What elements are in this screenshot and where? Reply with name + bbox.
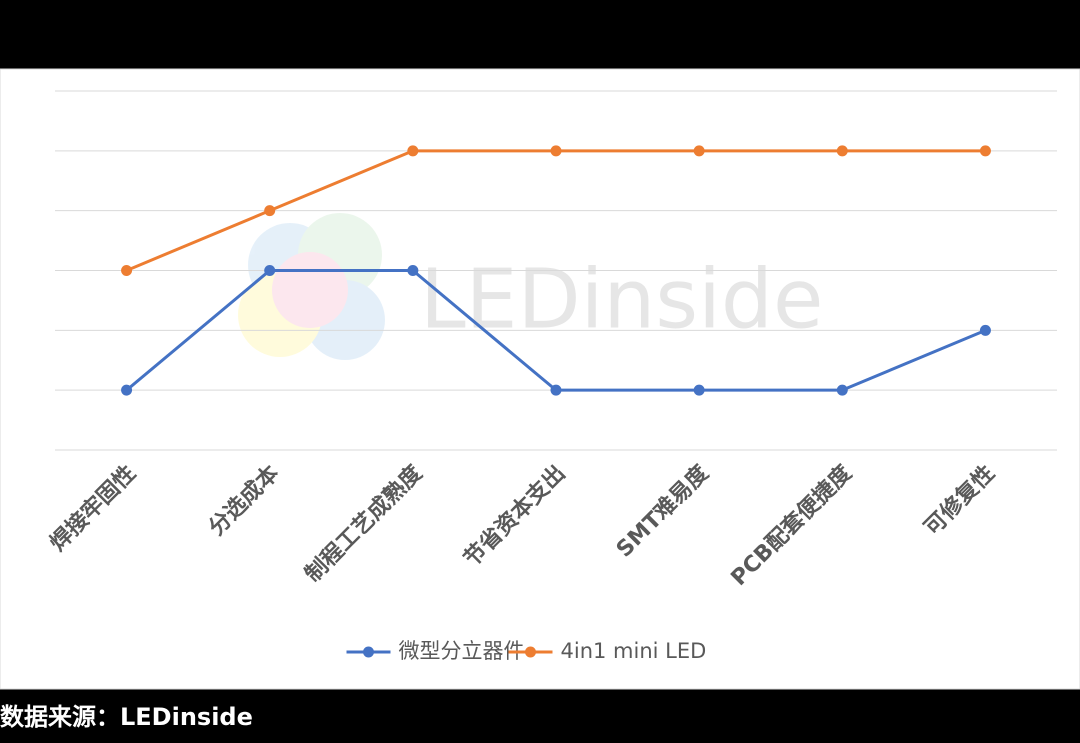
data-point — [264, 205, 276, 217]
watermark-logo — [238, 213, 385, 360]
legend-label: 4in1 mini LED — [561, 639, 707, 663]
data-point — [407, 145, 419, 157]
data-point — [979, 324, 991, 336]
legend-marker — [363, 646, 374, 658]
data-point — [550, 145, 562, 157]
data-point — [836, 384, 848, 396]
data-point — [121, 384, 133, 396]
data-point — [979, 145, 991, 157]
legend-label: 微型分立器件 — [399, 639, 525, 663]
data-point — [407, 265, 419, 276]
legend-marker — [525, 646, 536, 658]
source: 数据来源：LEDinside — [0, 703, 253, 731]
data-point — [693, 145, 705, 157]
data-point — [836, 145, 848, 157]
data-point — [264, 265, 276, 276]
watermark: LEDinside — [420, 252, 823, 347]
chart-area — [0, 68, 1080, 690]
data-point — [550, 384, 562, 396]
data-point — [693, 384, 705, 396]
data-point — [121, 265, 133, 276]
